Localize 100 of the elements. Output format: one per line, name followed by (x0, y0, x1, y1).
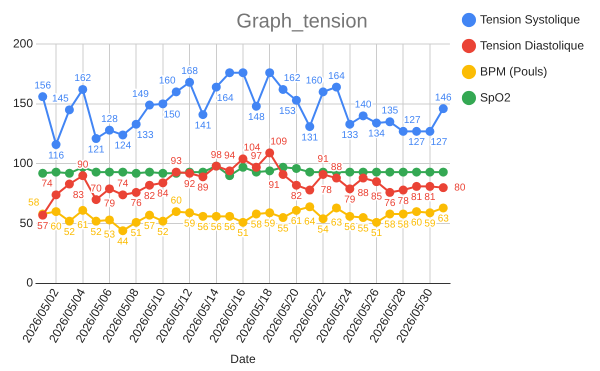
point (385, 117, 394, 126)
data-label: 78 (320, 184, 332, 196)
data-label: 57 (144, 220, 156, 232)
point (292, 206, 301, 215)
point (398, 209, 408, 218)
data-label: 164 (328, 70, 346, 82)
point (332, 203, 341, 212)
point (172, 207, 181, 216)
point (425, 126, 434, 136)
data-label: 88 (358, 188, 370, 199)
point (292, 164, 301, 173)
point (318, 87, 328, 96)
data-label: 56 (210, 222, 222, 234)
data-label: 162 (74, 73, 92, 84)
data-label: 89 (197, 182, 209, 194)
data-label: 141 (194, 120, 212, 132)
data-label: 135 (382, 106, 399, 117)
data-label: 121 (88, 144, 105, 156)
data-label: 160 (158, 76, 176, 87)
data-label: 80 (454, 182, 466, 194)
point (132, 120, 141, 129)
data-label: 153 (279, 106, 296, 118)
data-label: 57 (37, 220, 49, 232)
point (305, 186, 314, 195)
point (118, 190, 128, 200)
legend-label: SpO2 (480, 90, 511, 104)
point (252, 102, 261, 111)
point (78, 84, 88, 94)
point (198, 212, 208, 221)
point (292, 96, 301, 105)
point (78, 206, 88, 215)
data-label: 52 (157, 226, 169, 238)
point (158, 168, 168, 178)
data-label: 59 (424, 218, 436, 230)
point (145, 168, 154, 177)
point (132, 188, 141, 197)
data-label: 52 (64, 226, 76, 238)
point (225, 68, 234, 78)
point (104, 168, 114, 177)
y-tick-label: 0 (26, 276, 34, 290)
point (64, 216, 74, 226)
point (425, 208, 434, 218)
data-label: 44 (117, 236, 129, 248)
data-label: 97 (250, 151, 262, 162)
point (158, 99, 168, 108)
point (412, 182, 422, 191)
data-label: 160 (306, 76, 323, 87)
data-label: 94 (224, 150, 236, 162)
point (318, 214, 328, 224)
point (385, 209, 394, 218)
point (38, 168, 48, 178)
point (278, 213, 288, 222)
data-label: 150 (164, 110, 181, 121)
point (372, 118, 381, 128)
data-label: 128 (101, 114, 118, 125)
point (385, 188, 394, 197)
data-label: 91 (318, 154, 330, 166)
point (64, 168, 74, 178)
point (252, 209, 261, 218)
point (252, 162, 261, 172)
point (345, 212, 354, 221)
point (372, 218, 381, 227)
point (185, 208, 194, 218)
point (425, 182, 434, 191)
data-label: 81 (410, 192, 423, 204)
point (438, 104, 448, 114)
data-label: 149 (132, 88, 150, 100)
data-label: 131 (301, 132, 319, 144)
point (64, 180, 74, 189)
data-label: 55 (277, 223, 290, 234)
point (345, 168, 354, 177)
point (104, 126, 114, 135)
data-label: 85 (370, 191, 382, 202)
y-tick-label: 100 (12, 156, 34, 170)
point (238, 154, 248, 164)
data-label: 58 (250, 220, 262, 231)
point (238, 68, 248, 78)
data-label: 52 (90, 226, 102, 238)
data-label: 51 (370, 228, 382, 240)
point (425, 168, 434, 177)
point (225, 212, 234, 221)
point (372, 168, 381, 177)
point (265, 208, 274, 218)
point (185, 78, 194, 87)
data-label: 93 (170, 156, 182, 167)
data-label: 92 (184, 179, 196, 190)
legend-label: BPM (Pouls) (480, 64, 548, 78)
point (332, 82, 341, 92)
data-label: 164 (216, 92, 234, 104)
data-label: 82 (144, 190, 156, 202)
data-label: 79 (104, 198, 116, 210)
data-label: 53 (104, 230, 116, 241)
legend-label: Tension Systolique (480, 12, 580, 26)
point (238, 162, 248, 172)
point (292, 180, 301, 190)
point (118, 168, 128, 177)
y-tick-label: 150 (12, 96, 34, 110)
data-label: 84 (157, 188, 169, 200)
point (198, 172, 208, 182)
point (358, 111, 368, 120)
